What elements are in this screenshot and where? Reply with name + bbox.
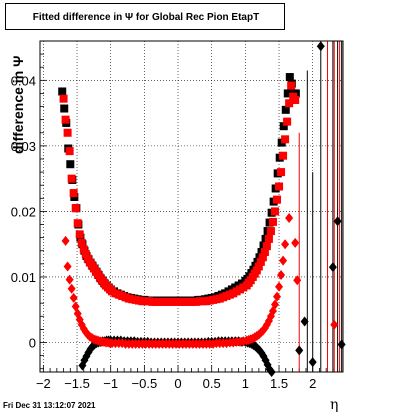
data-point-diamond bbox=[281, 239, 290, 250]
data-point-square bbox=[61, 115, 70, 124]
data-point-diamond bbox=[328, 262, 337, 273]
x-tick-label: −0.5 bbox=[132, 376, 158, 391]
plot-frame bbox=[39, 40, 344, 373]
data-point-square bbox=[77, 238, 86, 247]
data-point-square bbox=[283, 89, 292, 98]
data-point-square bbox=[58, 87, 67, 96]
y-axis-label: difference in Ψ bbox=[10, 55, 26, 154]
y-tick-label: 0.02 bbox=[11, 204, 36, 219]
data-point-diamond bbox=[275, 281, 284, 292]
data-point-diamond bbox=[273, 291, 282, 302]
data-point-diamond bbox=[308, 357, 317, 368]
data-point-diamond bbox=[270, 299, 279, 310]
data-point-diamond bbox=[300, 316, 309, 327]
data-point-square bbox=[260, 248, 269, 257]
data-point-square bbox=[79, 245, 88, 254]
data-point-square bbox=[268, 217, 277, 226]
data-point-diamond bbox=[279, 255, 288, 266]
x-tick-label: 2 bbox=[309, 376, 316, 391]
data-point-square bbox=[283, 117, 292, 126]
data-point-diamond bbox=[337, 339, 346, 350]
data-point-square bbox=[67, 174, 76, 183]
data-point-diamond bbox=[67, 283, 76, 294]
x-axis-label: η bbox=[330, 397, 339, 413]
data-point-square bbox=[285, 99, 294, 108]
x-tick-label: 0 bbox=[174, 376, 181, 391]
data-point-diamond bbox=[316, 41, 325, 52]
data-point-square bbox=[275, 182, 284, 191]
data-point-square bbox=[65, 147, 74, 156]
data-point-square bbox=[256, 257, 265, 266]
data-point-diamond bbox=[277, 269, 286, 280]
data-point-square bbox=[291, 95, 300, 104]
data-point-square bbox=[266, 227, 275, 236]
data-point-square bbox=[59, 94, 68, 103]
data-point-square bbox=[287, 81, 296, 90]
data-point-diamond bbox=[291, 237, 300, 248]
data-point-square bbox=[281, 105, 290, 114]
x-tick-label: −1.5 bbox=[64, 376, 90, 391]
data-point-square bbox=[262, 242, 271, 251]
data-point-square bbox=[73, 219, 82, 228]
data-point-diamond bbox=[295, 345, 304, 356]
chart-title-box: Fitted difference in Ψ for Global Rec Pi… bbox=[5, 3, 285, 30]
data-point-diamond bbox=[61, 235, 70, 246]
data-point-square bbox=[66, 160, 75, 169]
data-point-diamond bbox=[63, 261, 72, 272]
x-tick-label: 1 bbox=[242, 376, 249, 391]
y-tick-label: 0.04 bbox=[11, 73, 36, 88]
data-point-square bbox=[71, 204, 80, 213]
data-point-square bbox=[264, 234, 273, 243]
data-point-diamond bbox=[333, 216, 342, 227]
timestamp: Fri Dec 31 13:12:07 2021 bbox=[3, 401, 96, 410]
data-point-square bbox=[254, 262, 263, 271]
data-point-square bbox=[63, 128, 72, 137]
y-tick-label: 0 bbox=[29, 336, 36, 351]
data-point-square bbox=[285, 73, 294, 82]
data-point-diamond bbox=[330, 319, 339, 330]
data-point-square bbox=[69, 189, 78, 198]
data-point-square bbox=[258, 253, 267, 262]
y-tick-label: 0.03 bbox=[11, 139, 36, 154]
chart-title: Fitted difference in Ψ for Global Rec Pi… bbox=[32, 12, 260, 23]
data-point-diamond bbox=[293, 275, 302, 286]
data-point-square bbox=[277, 168, 286, 177]
data-point-square bbox=[81, 250, 90, 259]
data-point-diamond bbox=[285, 212, 294, 223]
data-point-square bbox=[281, 135, 290, 144]
data-point-square bbox=[279, 151, 288, 160]
data-point-square bbox=[60, 104, 69, 113]
x-tick-label: 0.5 bbox=[203, 376, 221, 391]
x-tick-label: −1 bbox=[103, 376, 118, 391]
data-point-square bbox=[270, 207, 279, 216]
y-tick-label: 0.01 bbox=[11, 270, 36, 285]
x-tick-label: 1.5 bbox=[270, 376, 288, 391]
data-point-square bbox=[273, 195, 282, 204]
data-point-square bbox=[279, 122, 288, 131]
data-point-square bbox=[75, 230, 84, 239]
data-point-diamond bbox=[65, 274, 74, 285]
data-point-diamond bbox=[69, 292, 78, 303]
x-tick-label: −2 bbox=[36, 376, 51, 391]
